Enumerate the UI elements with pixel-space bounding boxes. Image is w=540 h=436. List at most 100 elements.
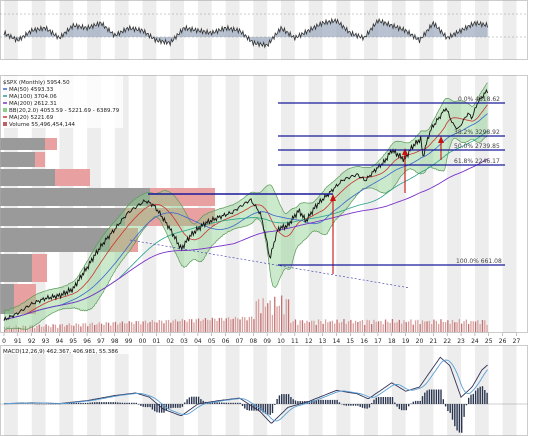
macd-histogram-bar [248,404,251,411]
volume-bar [454,322,456,332]
volume-bar [428,320,430,332]
volume-bar [142,321,144,332]
year-band [364,345,378,436]
x-tick-label: 06 [222,338,230,345]
legend-ma50: MA(50) 4593.33 [9,87,54,93]
legend-symbol: $SPX (Monthly) 5954.50 [3,80,70,86]
volume-bar [278,305,280,332]
volume-bar [13,327,15,332]
volume-bar [257,299,260,332]
year-band [281,0,295,60]
vbp-bar [32,254,47,282]
volume-bar [361,320,364,332]
year-band [4,0,18,60]
macd-histogram-bar [188,397,191,404]
macd-histogram-bar [380,397,382,404]
volume-bar [461,323,463,332]
year-band [59,0,74,60]
vbp-bar [14,284,36,314]
macd-histogram-bar [269,404,271,415]
macd-histogram-bar [375,397,377,404]
macd-histogram-bar [472,393,474,404]
macd-histogram-bar [126,402,128,404]
annotations [129,136,444,289]
volume-bar [103,324,105,332]
macd-histogram-bar [114,402,117,404]
macd-histogram-bar [410,403,412,404]
macd-histogram-bar [357,404,359,406]
macd-histogram-bar [197,396,200,404]
macd-histogram-bar [417,400,419,404]
volume-bar [271,315,274,332]
volume-bar [449,323,451,332]
x-tick-label: 95 [69,338,77,345]
legend-bb: BB(20,2.0) 4053.59 - 5221.69 - 6389.79 [9,108,120,114]
macd-histogram-bar [158,404,161,413]
volume-bar [45,324,47,332]
volume-bar [484,320,486,332]
macd-histogram-bar [177,404,179,408]
vbp-bar [0,169,55,186]
macd-histogram-bar [299,401,301,404]
volume-bar [204,318,207,332]
volume-bar [59,324,61,332]
volume-bar [195,319,197,332]
volume-bar [287,299,290,332]
x-tick-label: 19 [402,338,410,345]
volume-bar [255,301,257,332]
volume-bar [234,316,237,332]
bollinger-lower [3,135,488,330]
macd-histogram-bar [151,404,154,410]
macd-histogram-bar [403,404,405,411]
macd-histogram-bar [181,404,184,407]
volume-bar [290,322,292,332]
volume-bar [352,323,354,332]
macd-histogram-bar [105,402,107,404]
macd-histogram-bar [463,404,465,417]
macd-histogram-bar [438,389,440,404]
year-band [142,345,157,436]
macd-histogram-bar [320,399,322,404]
macd-histogram-bar [218,402,221,404]
volume-bar [398,319,400,332]
volume-bar [232,318,234,332]
volume-bar [17,327,20,332]
macd-histogram-bar [241,404,244,406]
fib-label: 61.8% 2246.17 [454,158,500,165]
volume-bar [165,320,167,332]
volume-bar [253,319,255,332]
volume-bar [426,321,428,332]
volume-bar [27,328,29,332]
macd-histogram-bar [89,402,91,404]
volume-bar [137,321,140,332]
x-tick-label: 02 [166,338,174,345]
legend-volume: Volume 55,496,454,144 [9,122,75,128]
macd-histogram-bar [94,402,96,404]
volume-bar [334,323,336,332]
volume-bar [458,319,460,332]
dashed-trendline [129,239,411,289]
fib-label: 0.0% 4818.62 [458,96,500,103]
macd-histogram-bar [239,402,241,404]
volume-bar [324,319,327,332]
legend-swatch [3,122,7,126]
year-band [87,345,101,436]
macd-histogram-bar [377,397,380,404]
volume-bar [161,320,163,332]
macd-histogram-bar [421,396,424,404]
macd-histogram-bar [287,394,290,404]
legend-swatch [3,108,7,112]
year-band [225,75,240,333]
volume-bar [121,321,123,332]
macd-histogram-bar [283,394,285,404]
macd-histogram-bar [454,404,456,427]
volume-bar [156,322,158,332]
top-oscillator-line [3,17,488,49]
macd-signal-line [4,359,488,422]
volume-bar [306,320,308,332]
volume-bar [244,317,246,332]
macd-histogram-bar [128,402,130,404]
volume-bar [320,321,322,332]
volume-bar [251,316,253,332]
macd-histogram-bar [324,399,327,404]
